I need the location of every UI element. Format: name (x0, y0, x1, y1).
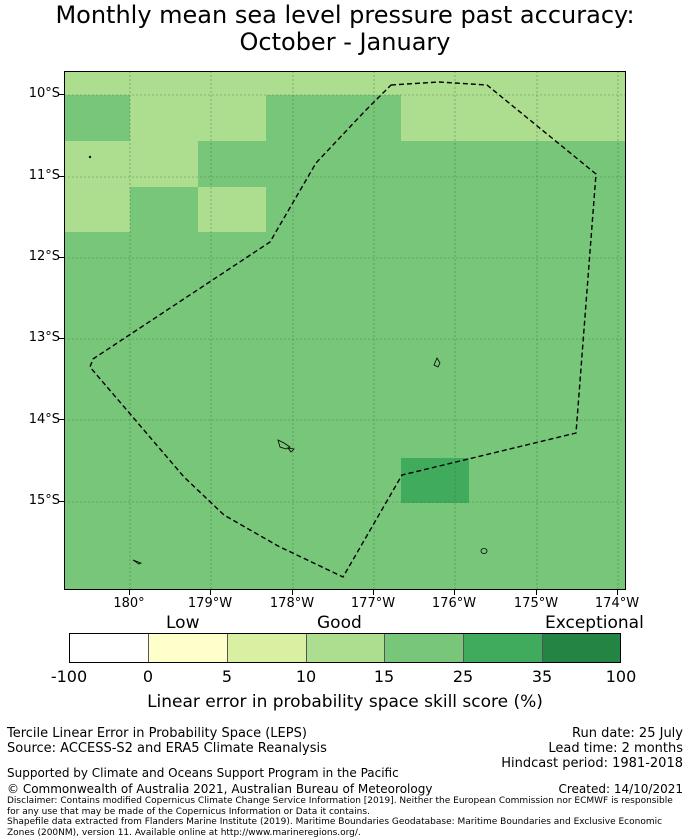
lon-label: 180° (113, 596, 145, 611)
chart-title: Monthly mean sea level pressure past acc… (0, 2, 690, 56)
lead-time: Lead time: 2 months (548, 741, 683, 756)
lat-label: 12°S (28, 249, 60, 264)
source-text: Source: ACCESS-S2 and ERA5 Climate Reana… (7, 741, 327, 756)
lat-label: 11°S (28, 168, 60, 183)
colorbar-segment (543, 634, 620, 662)
colorbar-tick-label: 35 (531, 667, 553, 686)
disclaimer: Disclaimer: Contains modified Copernicus… (7, 796, 683, 838)
lon-label: 176°W (431, 596, 477, 611)
hindcast-period: Hindcast period: 1981-2018 (501, 756, 683, 771)
islands (88, 155, 488, 565)
colorbar-segment (464, 634, 543, 662)
category-exceptional: Exceptional (545, 613, 644, 633)
lat-tick (59, 338, 64, 339)
cell (401, 95, 625, 141)
island (132, 559, 142, 565)
cell (65, 72, 625, 95)
disclaimer-shapefile: Shapefile data extracted from Flanders M… (7, 817, 663, 838)
title-line-2: October - January (239, 28, 451, 56)
cell (65, 141, 130, 232)
colorbar-segment (385, 634, 464, 662)
lon-label: 179°W (187, 596, 233, 611)
lon-tick (617, 590, 618, 595)
lon-label: 175°W (513, 596, 559, 611)
lat-label: 15°S (28, 493, 60, 508)
island (287, 447, 295, 453)
eez-boundary (89, 81, 597, 578)
lon-tick (454, 590, 455, 595)
lon-tick (536, 590, 537, 595)
lon-tick (210, 590, 211, 595)
colorbar (69, 633, 621, 663)
cell (130, 141, 198, 187)
colorbar-segment (307, 634, 385, 662)
support-text: Supported by Climate and Oceans Support … (7, 766, 399, 780)
island (480, 548, 488, 554)
colorbar-tick-label: 100 (605, 667, 637, 686)
cell (198, 187, 266, 232)
lat-tick (59, 257, 64, 258)
lon-tick (373, 590, 374, 595)
category-good: Good (317, 613, 362, 633)
disclaimer-copernicus: Disclaimer: Contains modified Copernicus… (7, 796, 673, 817)
cell (130, 95, 266, 141)
lon-tick (292, 590, 293, 595)
copyright-text: © Commonwealth of Australia 2021, Austra… (7, 782, 433, 796)
lat-label: 10°S (28, 86, 60, 101)
map-svg (65, 72, 625, 589)
colorbar-tick-label: 5 (221, 667, 233, 686)
island (433, 357, 441, 368)
lon-label: 178°W (269, 596, 315, 611)
colorbar-tick-label: 0 (142, 667, 154, 686)
colorbar-tick-label: 10 (295, 667, 317, 686)
created-date: Created: 14/10/2021 (558, 782, 683, 796)
title-line-1: Monthly mean sea level pressure past acc… (55, 1, 635, 29)
colorbar-segment (149, 634, 228, 662)
colorbar-tick-label: 15 (373, 667, 395, 686)
colorbar-tick-label: -100 (50, 667, 88, 686)
colorbar-title: Linear error in probability space skill … (147, 692, 543, 712)
light-cells (65, 72, 625, 232)
lat-label: 14°S (28, 412, 60, 427)
colorbar-tick-label: 25 (452, 667, 474, 686)
lon-label: 174°W (594, 596, 640, 611)
lon-tick (129, 590, 130, 595)
colorbar-segment (70, 634, 149, 662)
run-date: Run date: 25 July (572, 726, 683, 741)
lat-tick (59, 94, 64, 95)
colorbar-segment (228, 634, 307, 662)
lat-label: 13°S (28, 330, 60, 345)
category-low: Low (166, 613, 200, 633)
island (88, 155, 92, 159)
lon-label: 177°W (350, 596, 396, 611)
grid-lines (65, 72, 625, 589)
lat-tick (59, 419, 64, 420)
method-text: Tercile Linear Error in Probability Spac… (7, 726, 307, 741)
dark-cell (401, 458, 469, 503)
lat-tick (59, 176, 64, 177)
lat-tick (59, 501, 64, 502)
skill-map (64, 71, 626, 590)
